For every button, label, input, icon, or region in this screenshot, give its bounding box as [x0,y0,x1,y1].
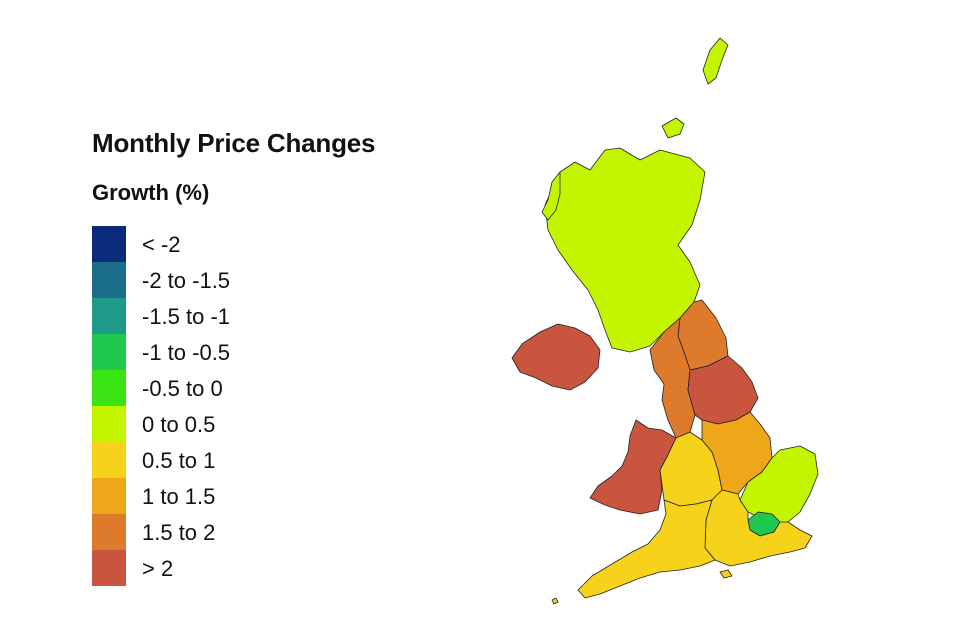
region-south-west[interactable] [577,499,716,599]
uk-region-map [511,37,819,605]
region-isle-of-wight[interactable] [719,569,733,579]
legend-swatch [92,442,126,478]
legend-swatch [92,370,126,406]
legend-swatch [92,478,126,514]
legend-swatch [92,406,126,442]
legend-label: > 2 [142,556,174,581]
region-wales[interactable] [589,419,677,515]
legend-swatch [92,262,126,298]
legend-label: -0.5 to 0 [142,376,223,401]
legend-swatch [92,298,126,334]
map-title: Monthly Price Changes [92,128,376,158]
legend-label: -2 to -1.5 [142,268,231,293]
region-northern-ireland[interactable] [511,323,601,391]
legend-label: 0 to 0.5 [142,412,216,437]
legend-swatch [92,550,126,586]
legend-swatch [92,226,126,262]
legend-label: -1.5 to -1 [142,304,231,329]
region-south-east[interactable] [704,489,813,567]
legend-label: -1 to -0.5 [142,340,231,365]
region-scilly[interactable] [551,597,559,605]
legend-label: < -2 [142,232,181,257]
legend-swatch [92,334,126,370]
legend-subtitle: Growth (%) [92,180,210,205]
legend-swatch [92,514,126,550]
region-scotland[interactable] [544,147,706,353]
region-scotland-islands[interactable] [541,37,729,221]
legend-label: 0.5 to 1 [142,448,216,473]
legend-label: 1.5 to 2 [142,520,216,545]
legend-label: 1 to 1.5 [142,484,216,509]
